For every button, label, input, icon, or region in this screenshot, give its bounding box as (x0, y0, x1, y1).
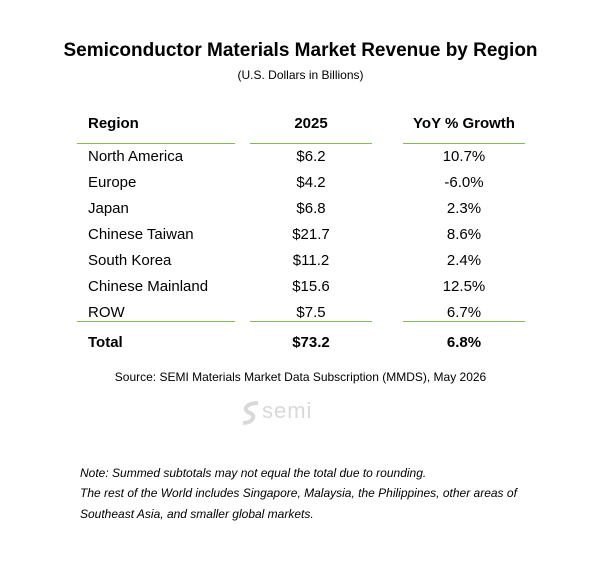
rule (250, 143, 372, 144)
table-cell: 2.4% (446, 252, 482, 269)
table-cell: Chinese Taiwan (88, 226, 194, 243)
source: Source: SEMI Materials Market Data Subsc… (114, 370, 487, 384)
table-cell: North America (88, 148, 184, 165)
table-cell: 2.3% (446, 200, 482, 217)
table-cell: $11.2 (292, 252, 330, 269)
column-header: 2025 (294, 115, 328, 132)
table-cell: $6.8 (296, 200, 326, 217)
table-cell: 8.6% (446, 226, 482, 243)
note: Note: Summed subtotals may not equal the… (80, 466, 427, 480)
table-cell: -6.0% (444, 174, 484, 191)
rule (403, 143, 525, 144)
title: Semiconductor Materials Market Revenue b… (63, 40, 538, 61)
table-cell: $4.2 (296, 174, 326, 191)
note: Southeast Asia, and smaller global marke… (80, 507, 314, 521)
rule (77, 143, 235, 144)
rule (250, 321, 372, 322)
table-cell: $6.2 (296, 148, 326, 165)
table-cell: $7.5 (296, 304, 326, 321)
table-cell: Japan (88, 200, 129, 217)
column-header: Region (88, 115, 139, 132)
rule (77, 321, 235, 322)
column-header: YoY % Growth (413, 115, 515, 132)
table-cell: 6.7% (446, 304, 482, 321)
table-cell: Chinese Mainland (88, 278, 209, 295)
note: The rest of the World includes Singapore… (80, 486, 517, 500)
total-cell: 6.8% (446, 334, 482, 351)
table-cell: ROW (88, 304, 125, 321)
total-cell: Total (88, 334, 123, 351)
rule (403, 321, 525, 322)
table-cell: $21.7 (292, 226, 330, 243)
logo: semi (262, 398, 313, 423)
subtitle: (U.S. Dollars in Billions) (237, 68, 364, 82)
total-cell: $73.2 (292, 334, 330, 351)
logo-icon (242, 401, 259, 425)
table-cell: 12.5% (442, 278, 486, 295)
table-cell: 10.7% (442, 148, 486, 165)
table-cell: $15.6 (292, 278, 330, 295)
table-cell: Europe (88, 174, 137, 191)
table-cell: South Korea (88, 252, 172, 269)
